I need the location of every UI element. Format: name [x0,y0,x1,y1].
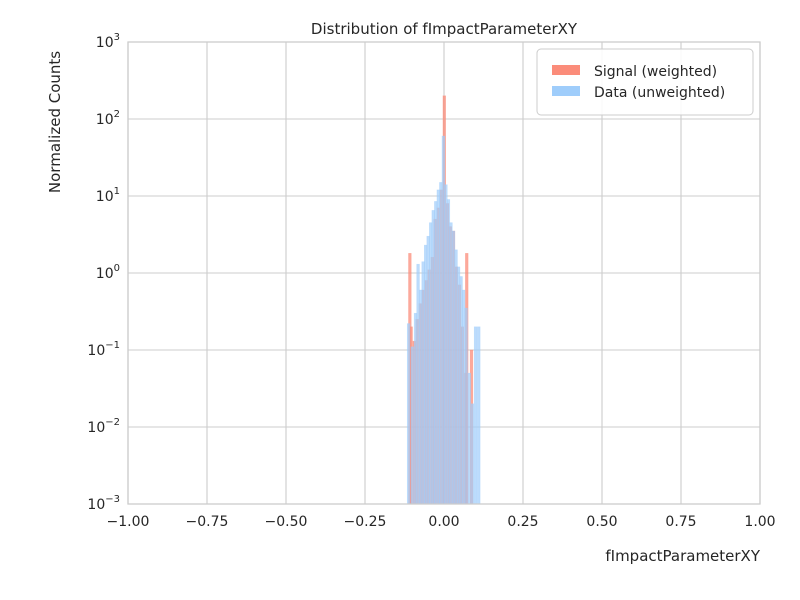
data-bar [470,403,475,505]
x-tick-label: −0.25 [344,514,387,530]
x-tick-labels: −1.00 −0.75 −0.50 −0.25 0.00 0.25 0.50 0.75 1.00 [107,514,776,530]
histogram-bars [406,95,481,505]
x-tick-label: 0.25 [507,514,538,530]
legend-swatch-signal [552,65,580,75]
data-bar [467,372,471,505]
x-tick-label: 0.75 [665,514,696,530]
data-bar [410,346,415,505]
y-tick-label: 10−2 [87,417,120,436]
y-axis-label: Normalized Counts [46,51,64,193]
legend-box [536,48,754,116]
x-tick-label: −0.75 [186,514,229,530]
legend-swatch-data [552,86,580,96]
data-bar [406,323,411,505]
legend: Signal (weighted) Data (unweighted) [536,48,754,116]
x-tick-label: −1.00 [107,514,150,530]
y-tick-labels: 10−3 10−2 10−1 100 101 102 103 [87,32,120,513]
data-bar [473,326,478,505]
y-tick-label: 10−1 [87,340,120,359]
chart-title: Distribution of fImpactParameterXY [311,20,578,38]
data-bar [477,326,481,505]
y-tick-label: 100 [96,263,120,282]
x-tick-label: −0.50 [265,514,308,530]
x-tick-label: 0.50 [586,514,617,530]
x-axis-label: fImpactParameterXY [605,547,760,565]
legend-label-signal: Signal (weighted) [594,64,717,80]
data-bars [406,135,481,505]
y-tick-label: 103 [96,32,120,51]
x-tick-label: 1.00 [744,514,775,530]
y-tick-label: 10−3 [87,494,120,513]
y-tick-label: 101 [96,186,120,205]
y-tick-label: 102 [96,109,120,128]
data-bar [464,307,468,505]
legend-label-data: Data (unweighted) [594,85,725,101]
x-tick-label: 0.00 [428,514,459,530]
plot-frame [127,41,761,505]
